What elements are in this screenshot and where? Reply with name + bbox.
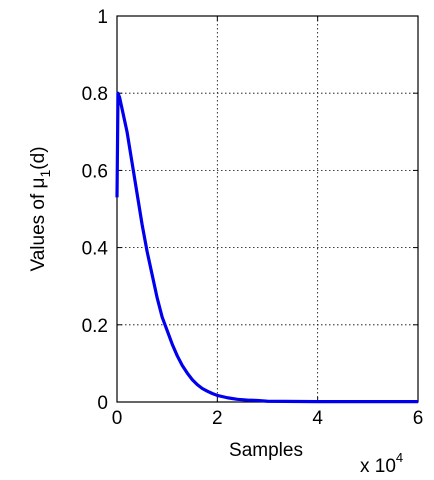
y-tick-label: 0 xyxy=(97,393,108,414)
x-multiplier-exponent: 4 xyxy=(396,450,403,465)
y-axis-label-main: Values of μ xyxy=(28,177,49,271)
y-tick-label: 0.8 xyxy=(82,84,108,105)
series-line xyxy=(115,91,418,404)
plot-frame xyxy=(116,15,419,403)
y-axis-label-tail: (d) xyxy=(28,146,49,169)
grid xyxy=(117,16,418,402)
x-tick-label: 0 xyxy=(112,408,123,429)
y-tick-label: 0.4 xyxy=(82,239,109,260)
axis-ticks: 0 2 4 6 0 0.2 0.4 0.6 0.8 1 xyxy=(82,7,424,429)
x-multiplier: x 104 xyxy=(360,450,403,477)
x-tick-label: 2 xyxy=(212,408,223,429)
x-axis-label: Samples xyxy=(229,440,303,461)
y-tick-label: 0.6 xyxy=(82,161,108,182)
x-tick-label: 6 xyxy=(413,408,424,429)
x-multiplier-base: x 10 xyxy=(360,456,396,477)
y-tick-label: 0.2 xyxy=(82,316,108,337)
x-tick-label: 4 xyxy=(312,408,323,429)
y-tick-label: 1 xyxy=(97,7,108,28)
y-axis-label: Values of μ1(d) xyxy=(28,146,53,271)
y-axis-label-subscript: 1 xyxy=(37,169,53,177)
